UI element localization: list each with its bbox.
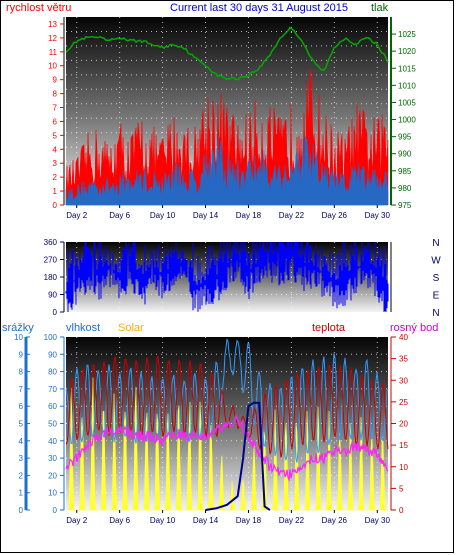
climate-x-tick-label: Day 18 bbox=[236, 516, 262, 525]
wind-x-tick-label: Day 6 bbox=[109, 211, 130, 220]
rain-line bbox=[205, 401, 271, 511]
climate-x-tick-label: Day 30 bbox=[365, 516, 391, 525]
compass-letter: N bbox=[432, 238, 439, 249]
humidity-tick-label: 50 bbox=[48, 420, 57, 429]
humidity-tick-label: 0 bbox=[53, 506, 58, 515]
climate-x-tick-label: Day 6 bbox=[109, 516, 130, 525]
temp-tick-label: 15 bbox=[399, 441, 408, 450]
climate-x-tick-label: Day 2 bbox=[66, 516, 87, 525]
pressure-tick-label: 980 bbox=[398, 184, 412, 193]
rain-tick-label: 2 bbox=[19, 471, 24, 480]
humidity-tick-label: 80 bbox=[48, 368, 57, 377]
pressure-tick-label: 1000 bbox=[398, 116, 416, 125]
pressure-tick-label: 1015 bbox=[398, 64, 416, 73]
wind-tick-label: 9 bbox=[53, 76, 58, 85]
temp-tick-label: 20 bbox=[399, 420, 408, 429]
direction-tick-label: 360 bbox=[44, 238, 58, 247]
humidity-tick-label: 70 bbox=[48, 385, 57, 394]
direction-tick-label: 0 bbox=[53, 308, 58, 317]
dew-axis-label: rosný bod bbox=[390, 322, 439, 334]
temp-tick-label: 10 bbox=[399, 463, 408, 472]
climate-grid bbox=[66, 337, 388, 510]
rain-tick-label: 5 bbox=[19, 420, 24, 429]
compass-letter: N bbox=[432, 308, 439, 319]
climate-x-tick-label: Day 10 bbox=[150, 516, 176, 525]
wind-tick-label: 0 bbox=[53, 201, 58, 210]
wind-gust-area bbox=[65, 135, 389, 206]
temp-tick-label: 40 bbox=[399, 333, 408, 342]
humidity-tick-label: 100 bbox=[44, 333, 58, 342]
wind-x-tick-label: Day 2 bbox=[66, 211, 87, 220]
rain-tick-label: 7 bbox=[19, 385, 24, 394]
wind-tick-label: 13 bbox=[48, 20, 57, 29]
humidity-tick-label: 10 bbox=[48, 489, 57, 498]
wind-x-tick-label: Day 26 bbox=[322, 211, 348, 220]
temp-axis-label: teplota bbox=[312, 322, 346, 334]
direction-tick-label: 90 bbox=[48, 291, 57, 300]
pressure-axis-label: tlak bbox=[371, 2, 389, 14]
wind-axis-label: rychlost větru bbox=[6, 2, 72, 14]
rain-tick-label: 0 bbox=[19, 506, 24, 515]
wind-x-tick-label: Day 18 bbox=[236, 211, 262, 220]
direction-tick-label: 180 bbox=[44, 273, 58, 282]
pressure-tick-label: 1010 bbox=[398, 81, 416, 90]
pressure-tick-label: 1025 bbox=[398, 30, 416, 39]
pressure-tick-label: 1020 bbox=[398, 47, 416, 56]
rain-axis-label: srážky bbox=[2, 322, 34, 334]
pressure-tick-label: 995 bbox=[398, 133, 412, 142]
rain-tick-label: 6 bbox=[19, 402, 24, 411]
wind-tick-label: 11 bbox=[49, 48, 58, 57]
wind-x-tick-label: Day 10 bbox=[150, 211, 176, 220]
dew-point-line bbox=[65, 413, 389, 482]
temp-tick-label: 25 bbox=[399, 398, 408, 407]
temp-tick-label: 35 bbox=[399, 355, 408, 364]
compass-letter: E bbox=[433, 291, 440, 302]
climate-x-tick-label: Day 14 bbox=[193, 516, 219, 525]
rain-tick-label: 4 bbox=[19, 437, 24, 446]
humidity-tick-label: 90 bbox=[48, 350, 57, 359]
compass-letter: S bbox=[433, 273, 440, 284]
rain-tick-label: 10 bbox=[14, 333, 23, 342]
climate-x-tick-label: Day 22 bbox=[279, 516, 305, 525]
temp-tick-label: 5 bbox=[399, 484, 404, 493]
humidity-tick-label: 40 bbox=[48, 437, 57, 446]
pressure-line bbox=[65, 26, 389, 81]
direction-tick-label: 270 bbox=[44, 256, 58, 265]
wind-direction-series bbox=[65, 242, 389, 312]
humidity-tick-label: 20 bbox=[48, 471, 57, 480]
wind-tick-label: 10 bbox=[48, 62, 57, 71]
humidity-tick-label: 60 bbox=[48, 402, 57, 411]
wind-tick-label: 7 bbox=[53, 104, 58, 113]
solar-axis-label: Solar bbox=[118, 322, 144, 334]
compass-letter: W bbox=[431, 256, 441, 267]
pressure-tick-label: 990 bbox=[398, 150, 412, 159]
temp-tick-label: 30 bbox=[399, 376, 408, 385]
humidity-tick-label: 30 bbox=[48, 454, 57, 463]
chart-title: Current last 30 days 31 August 2015 bbox=[170, 2, 348, 14]
wind-x-tick-label: Day 22 bbox=[279, 211, 305, 220]
wind-tick-label: 6 bbox=[53, 117, 58, 126]
wind-tick-label: 8 bbox=[53, 90, 58, 99]
humidity-line bbox=[65, 338, 389, 463]
wind-tick-label: 5 bbox=[53, 131, 58, 140]
rain-tick-label: 8 bbox=[19, 368, 24, 377]
wind-tick-label: 1 bbox=[53, 187, 58, 196]
wind-tick-label: 12 bbox=[48, 34, 57, 43]
wind-tick-label: 4 bbox=[53, 145, 58, 154]
rain-tick-label: 3 bbox=[19, 454, 24, 463]
wind-tick-label: 2 bbox=[53, 173, 58, 182]
pressure-tick-label: 975 bbox=[398, 201, 412, 210]
wind-x-tick-label: Day 30 bbox=[365, 211, 391, 220]
pressure-tick-label: 985 bbox=[398, 167, 412, 176]
wind-tick-label: 3 bbox=[53, 159, 58, 168]
rain-tick-label: 1 bbox=[19, 489, 24, 498]
humidity-axis-label: vlhkost bbox=[66, 322, 101, 334]
temp-tick-label: 0 bbox=[399, 506, 404, 515]
pressure-tick-label: 1005 bbox=[398, 98, 416, 107]
wind-x-tick-label: Day 14 bbox=[193, 211, 219, 220]
climate-x-tick-label: Day 26 bbox=[322, 516, 348, 525]
rain-tick-label: 9 bbox=[19, 350, 24, 359]
